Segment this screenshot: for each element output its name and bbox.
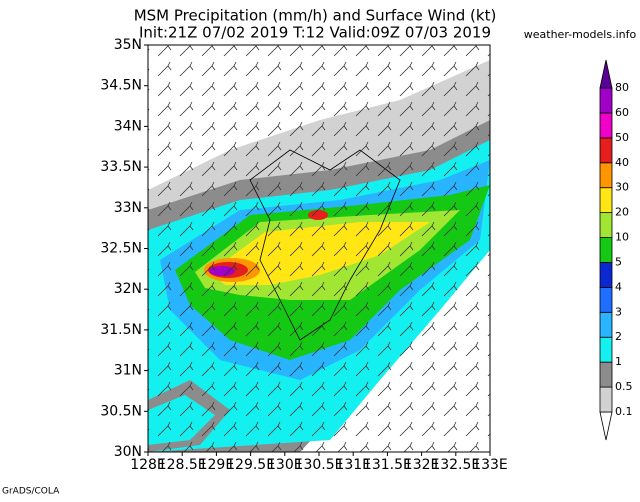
colorbar-segment [599, 237, 613, 263]
colorbar-label: 4 [615, 280, 622, 293]
colorbar-label: 2 [615, 330, 622, 343]
colorbar-label: 10 [615, 231, 629, 244]
colorbar-label: 1 [615, 355, 622, 368]
lat-label: 33N [114, 200, 142, 216]
lon-label: 129E [199, 457, 235, 473]
colorbar-label: 60 [615, 106, 629, 119]
colorbar-label: 0.1 [615, 405, 633, 418]
site-label: weather-models.info [524, 28, 637, 41]
lon-label: 132.5E [431, 457, 480, 473]
lat-label: 33.5N [100, 159, 142, 175]
colorbar-end [599, 411, 613, 441]
colorbar-label: 80 [615, 81, 629, 94]
title-line: MSM Precipitation (mm/h) and Surface Win… [134, 7, 497, 25]
colorbar-label: 5 [615, 255, 622, 268]
colorbar-segment [599, 361, 613, 388]
colorbar-label: 50 [615, 131, 629, 144]
title-line: Init:21Z 07/02 2019 T:12 Valid:09Z 07/03… [139, 24, 491, 42]
lon-label: 129.5E [226, 457, 275, 473]
colorbar-segment [599, 212, 613, 238]
colorbar-segment [599, 386, 613, 413]
colorbar-label: 40 [615, 156, 629, 169]
colorbar-segment [599, 87, 613, 114]
colorbar-label: 3 [615, 305, 622, 318]
colorbar-segment [599, 187, 613, 214]
lon-label: 133E [472, 457, 508, 473]
lon-label: 130.5E [295, 457, 344, 473]
lat-label: 32N [114, 281, 142, 297]
lat-label: 30N [114, 444, 142, 460]
lat-label: 32.5N [100, 241, 142, 257]
colorbar-segment [599, 137, 613, 164]
lat-label: 30.5N [100, 403, 142, 419]
colorbar-label: 0.5 [615, 380, 633, 393]
colorbar-segment [599, 112, 613, 139]
lon-label: 131E [335, 457, 371, 473]
lon-label: 132E [404, 457, 440, 473]
lon-label: 130E [267, 457, 303, 473]
lon-label: 128E [130, 457, 166, 473]
precipitation-field [148, 45, 490, 452]
lat-label: 31.5N [100, 322, 142, 338]
colorbar-end [599, 59, 613, 89]
lat-label: 34.5N [100, 78, 142, 94]
colorbar-segment [599, 162, 613, 189]
lat-label: 31N [114, 363, 142, 379]
lat-label: 35N [114, 37, 142, 53]
colorbar-segment [599, 311, 613, 338]
colorbar-segment [599, 286, 613, 313]
colorbar-label: 20 [615, 206, 629, 219]
lon-label: 131.5E [363, 457, 412, 473]
colorbar-label: 30 [615, 181, 629, 194]
colorbar-segment [599, 336, 613, 363]
lon-label: 128.5E [158, 457, 207, 473]
lat-label: 34N [114, 118, 142, 134]
credit: GrADS/COLA [2, 487, 60, 497]
colorbar-segment [599, 262, 613, 288]
